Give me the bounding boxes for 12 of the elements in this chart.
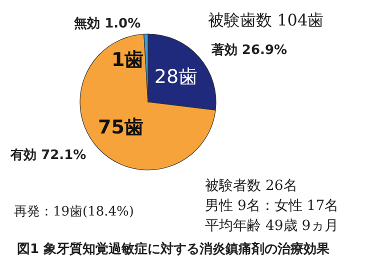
slice-label: 有効 72.1% [10, 146, 86, 163]
text: 被験歯数 104歯 [208, 10, 324, 30]
text: 男性 9名：女性 17名 [205, 198, 339, 214]
slice-label: 著効 26.9% [210, 42, 288, 58]
text: 図1 象牙質知覚過敏症に対する消炎鎮痛剤の治療効果 [17, 241, 331, 257]
data-label: 1歯 [111, 48, 144, 71]
text: 再発：19歯(18.4%) [14, 204, 134, 220]
text: 被験者数 26名 [205, 178, 298, 194]
slice-label: 無効 1.0% [73, 16, 141, 32]
text: 平均年齢 49歳 9ヵ月 [205, 218, 339, 234]
data-label: 75歯 [98, 116, 144, 139]
data-label: 28歯 [154, 66, 198, 88]
